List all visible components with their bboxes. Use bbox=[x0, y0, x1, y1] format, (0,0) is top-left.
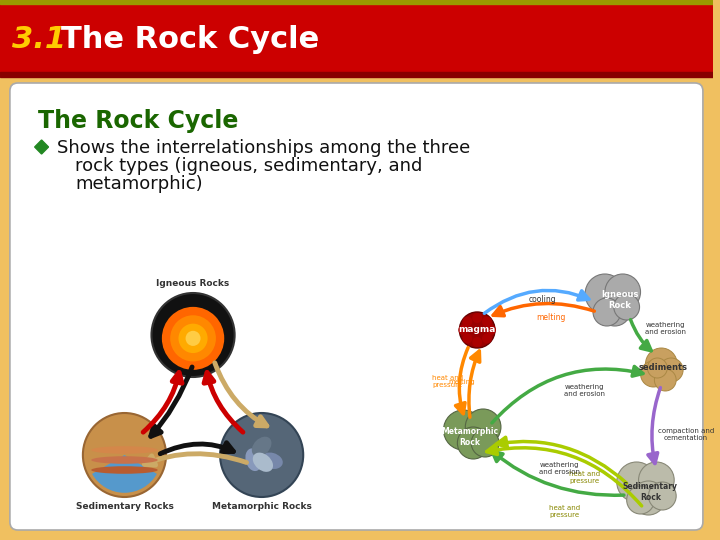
Circle shape bbox=[646, 348, 678, 380]
Circle shape bbox=[472, 429, 499, 457]
Circle shape bbox=[593, 298, 621, 326]
Circle shape bbox=[599, 294, 631, 326]
Text: cooling: cooling bbox=[528, 294, 557, 303]
Ellipse shape bbox=[91, 466, 158, 474]
Circle shape bbox=[647, 358, 667, 378]
Ellipse shape bbox=[91, 456, 158, 464]
Circle shape bbox=[465, 409, 501, 445]
Circle shape bbox=[631, 481, 665, 515]
Text: heat and
pressure: heat and pressure bbox=[549, 505, 580, 518]
Circle shape bbox=[162, 307, 224, 370]
Circle shape bbox=[444, 410, 483, 450]
Circle shape bbox=[605, 274, 641, 310]
Circle shape bbox=[649, 482, 676, 510]
Circle shape bbox=[639, 462, 674, 498]
Text: heat and
pressure: heat and pressure bbox=[569, 471, 600, 484]
Circle shape bbox=[462, 334, 472, 343]
Circle shape bbox=[170, 315, 216, 361]
Text: weathering
and erosion: weathering and erosion bbox=[564, 383, 605, 396]
Ellipse shape bbox=[253, 453, 273, 472]
Ellipse shape bbox=[246, 448, 262, 471]
Text: melting: melting bbox=[448, 379, 474, 385]
Text: The Rock Cycle: The Rock Cycle bbox=[61, 25, 320, 54]
Text: melting: melting bbox=[536, 313, 566, 321]
Bar bbox=[0, 4, 713, 72]
Circle shape bbox=[472, 313, 482, 323]
Text: sediments: sediments bbox=[639, 363, 688, 373]
Text: metamorphic): metamorphic) bbox=[75, 175, 203, 193]
FancyBboxPatch shape bbox=[10, 83, 703, 530]
Circle shape bbox=[151, 293, 235, 377]
Text: compaction and
cementation: compaction and cementation bbox=[658, 429, 714, 442]
Circle shape bbox=[186, 331, 201, 346]
Circle shape bbox=[626, 486, 654, 514]
Text: Igneous Rocks: Igneous Rocks bbox=[156, 279, 230, 288]
Circle shape bbox=[459, 312, 495, 348]
Circle shape bbox=[220, 413, 303, 497]
Circle shape bbox=[179, 323, 207, 353]
Circle shape bbox=[660, 358, 683, 382]
Circle shape bbox=[641, 361, 666, 387]
Text: heat and
pressure: heat and pressure bbox=[432, 375, 463, 388]
Circle shape bbox=[462, 316, 472, 327]
Text: magma: magma bbox=[459, 326, 496, 334]
Circle shape bbox=[654, 369, 676, 391]
Circle shape bbox=[613, 294, 639, 320]
Ellipse shape bbox=[252, 437, 271, 456]
Text: Igneous
Rock: Igneous Rock bbox=[601, 291, 639, 310]
Text: weathering
and erosion: weathering and erosion bbox=[539, 462, 580, 475]
Circle shape bbox=[457, 427, 489, 459]
Circle shape bbox=[486, 325, 496, 335]
Circle shape bbox=[482, 316, 492, 327]
Text: Shows the interrelationships among the three: Shows the interrelationships among the t… bbox=[58, 139, 471, 157]
Text: Sedimentary Rocks: Sedimentary Rocks bbox=[76, 502, 174, 511]
Text: Metamorphic Rocks: Metamorphic Rocks bbox=[212, 502, 312, 511]
Text: Metamorphic
Rock: Metamorphic Rock bbox=[441, 427, 499, 447]
Bar bbox=[0, 72, 713, 77]
Circle shape bbox=[617, 462, 657, 502]
Text: rock types (igneous, sedimentary, and: rock types (igneous, sedimentary, and bbox=[75, 157, 423, 175]
Circle shape bbox=[83, 413, 166, 497]
Wedge shape bbox=[92, 455, 157, 493]
Polygon shape bbox=[35, 140, 48, 154]
Text: 3.1: 3.1 bbox=[12, 25, 66, 54]
Circle shape bbox=[472, 337, 482, 347]
Wedge shape bbox=[162, 301, 225, 335]
Ellipse shape bbox=[261, 453, 283, 469]
Circle shape bbox=[585, 274, 625, 314]
Circle shape bbox=[482, 334, 492, 343]
Circle shape bbox=[459, 325, 468, 335]
Text: Sedimentary
Rock: Sedimentary Rock bbox=[623, 482, 678, 502]
Ellipse shape bbox=[91, 446, 158, 454]
Text: The Rock Cycle: The Rock Cycle bbox=[37, 109, 238, 133]
Bar bbox=[0, 0, 713, 4]
Text: weathering
and erosion: weathering and erosion bbox=[645, 321, 685, 334]
